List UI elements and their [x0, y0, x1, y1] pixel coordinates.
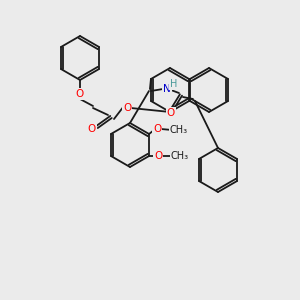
Text: O: O: [167, 108, 175, 118]
Text: O: O: [154, 151, 162, 161]
Text: N: N: [163, 84, 171, 94]
Text: CH₃: CH₃: [171, 151, 189, 161]
Text: H: H: [170, 79, 178, 89]
Text: O: O: [76, 89, 84, 99]
Text: O: O: [88, 124, 96, 134]
Text: O: O: [123, 103, 131, 113]
Text: O: O: [153, 124, 161, 134]
Text: CH₃: CH₃: [170, 125, 188, 135]
